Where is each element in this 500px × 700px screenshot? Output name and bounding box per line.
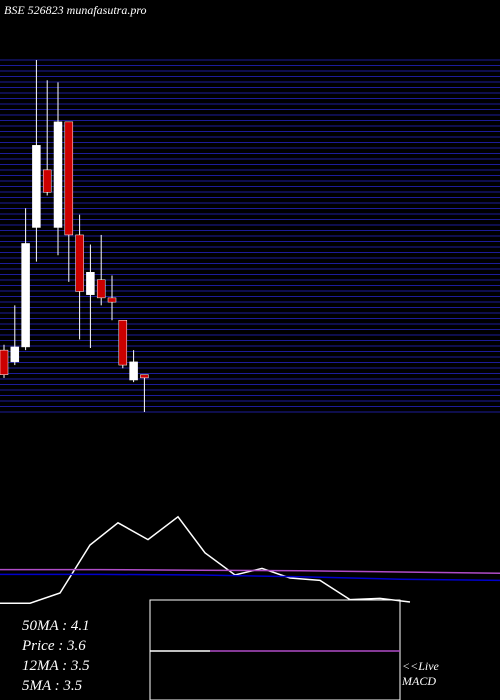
chart-title: BSE 526823 munafasutra.pro: [4, 3, 147, 17]
indicator-line: [0, 568, 500, 574]
candle-body: [21, 243, 30, 348]
candle-body: [129, 361, 138, 381]
candle-body: [53, 121, 63, 228]
macd-box: [149, 599, 401, 700]
stat: 12MA : 3.5: [22, 658, 90, 674]
stat: Price : 3.6: [21, 638, 86, 654]
candle-body: [0, 349, 9, 375]
indicator-line: [0, 573, 500, 582]
candle-body: [75, 234, 84, 292]
candle-body: [10, 346, 20, 363]
candle-body: [107, 297, 117, 303]
candle-body: [140, 374, 149, 379]
macd-label: MACD: [401, 674, 436, 688]
candle-body: [42, 169, 52, 193]
grid: [0, 59, 500, 413]
candle-body: [118, 320, 128, 366]
stat: 5MA : 3.5: [22, 678, 83, 694]
candle-body: [32, 145, 41, 228]
candle-body: [86, 272, 95, 295]
candle-body: [64, 121, 74, 236]
indicator-line: [0, 515, 411, 604]
candle-body: [96, 279, 106, 299]
stat: 50MA : 4.1: [22, 618, 90, 634]
macd-label: <<Live: [402, 659, 440, 673]
